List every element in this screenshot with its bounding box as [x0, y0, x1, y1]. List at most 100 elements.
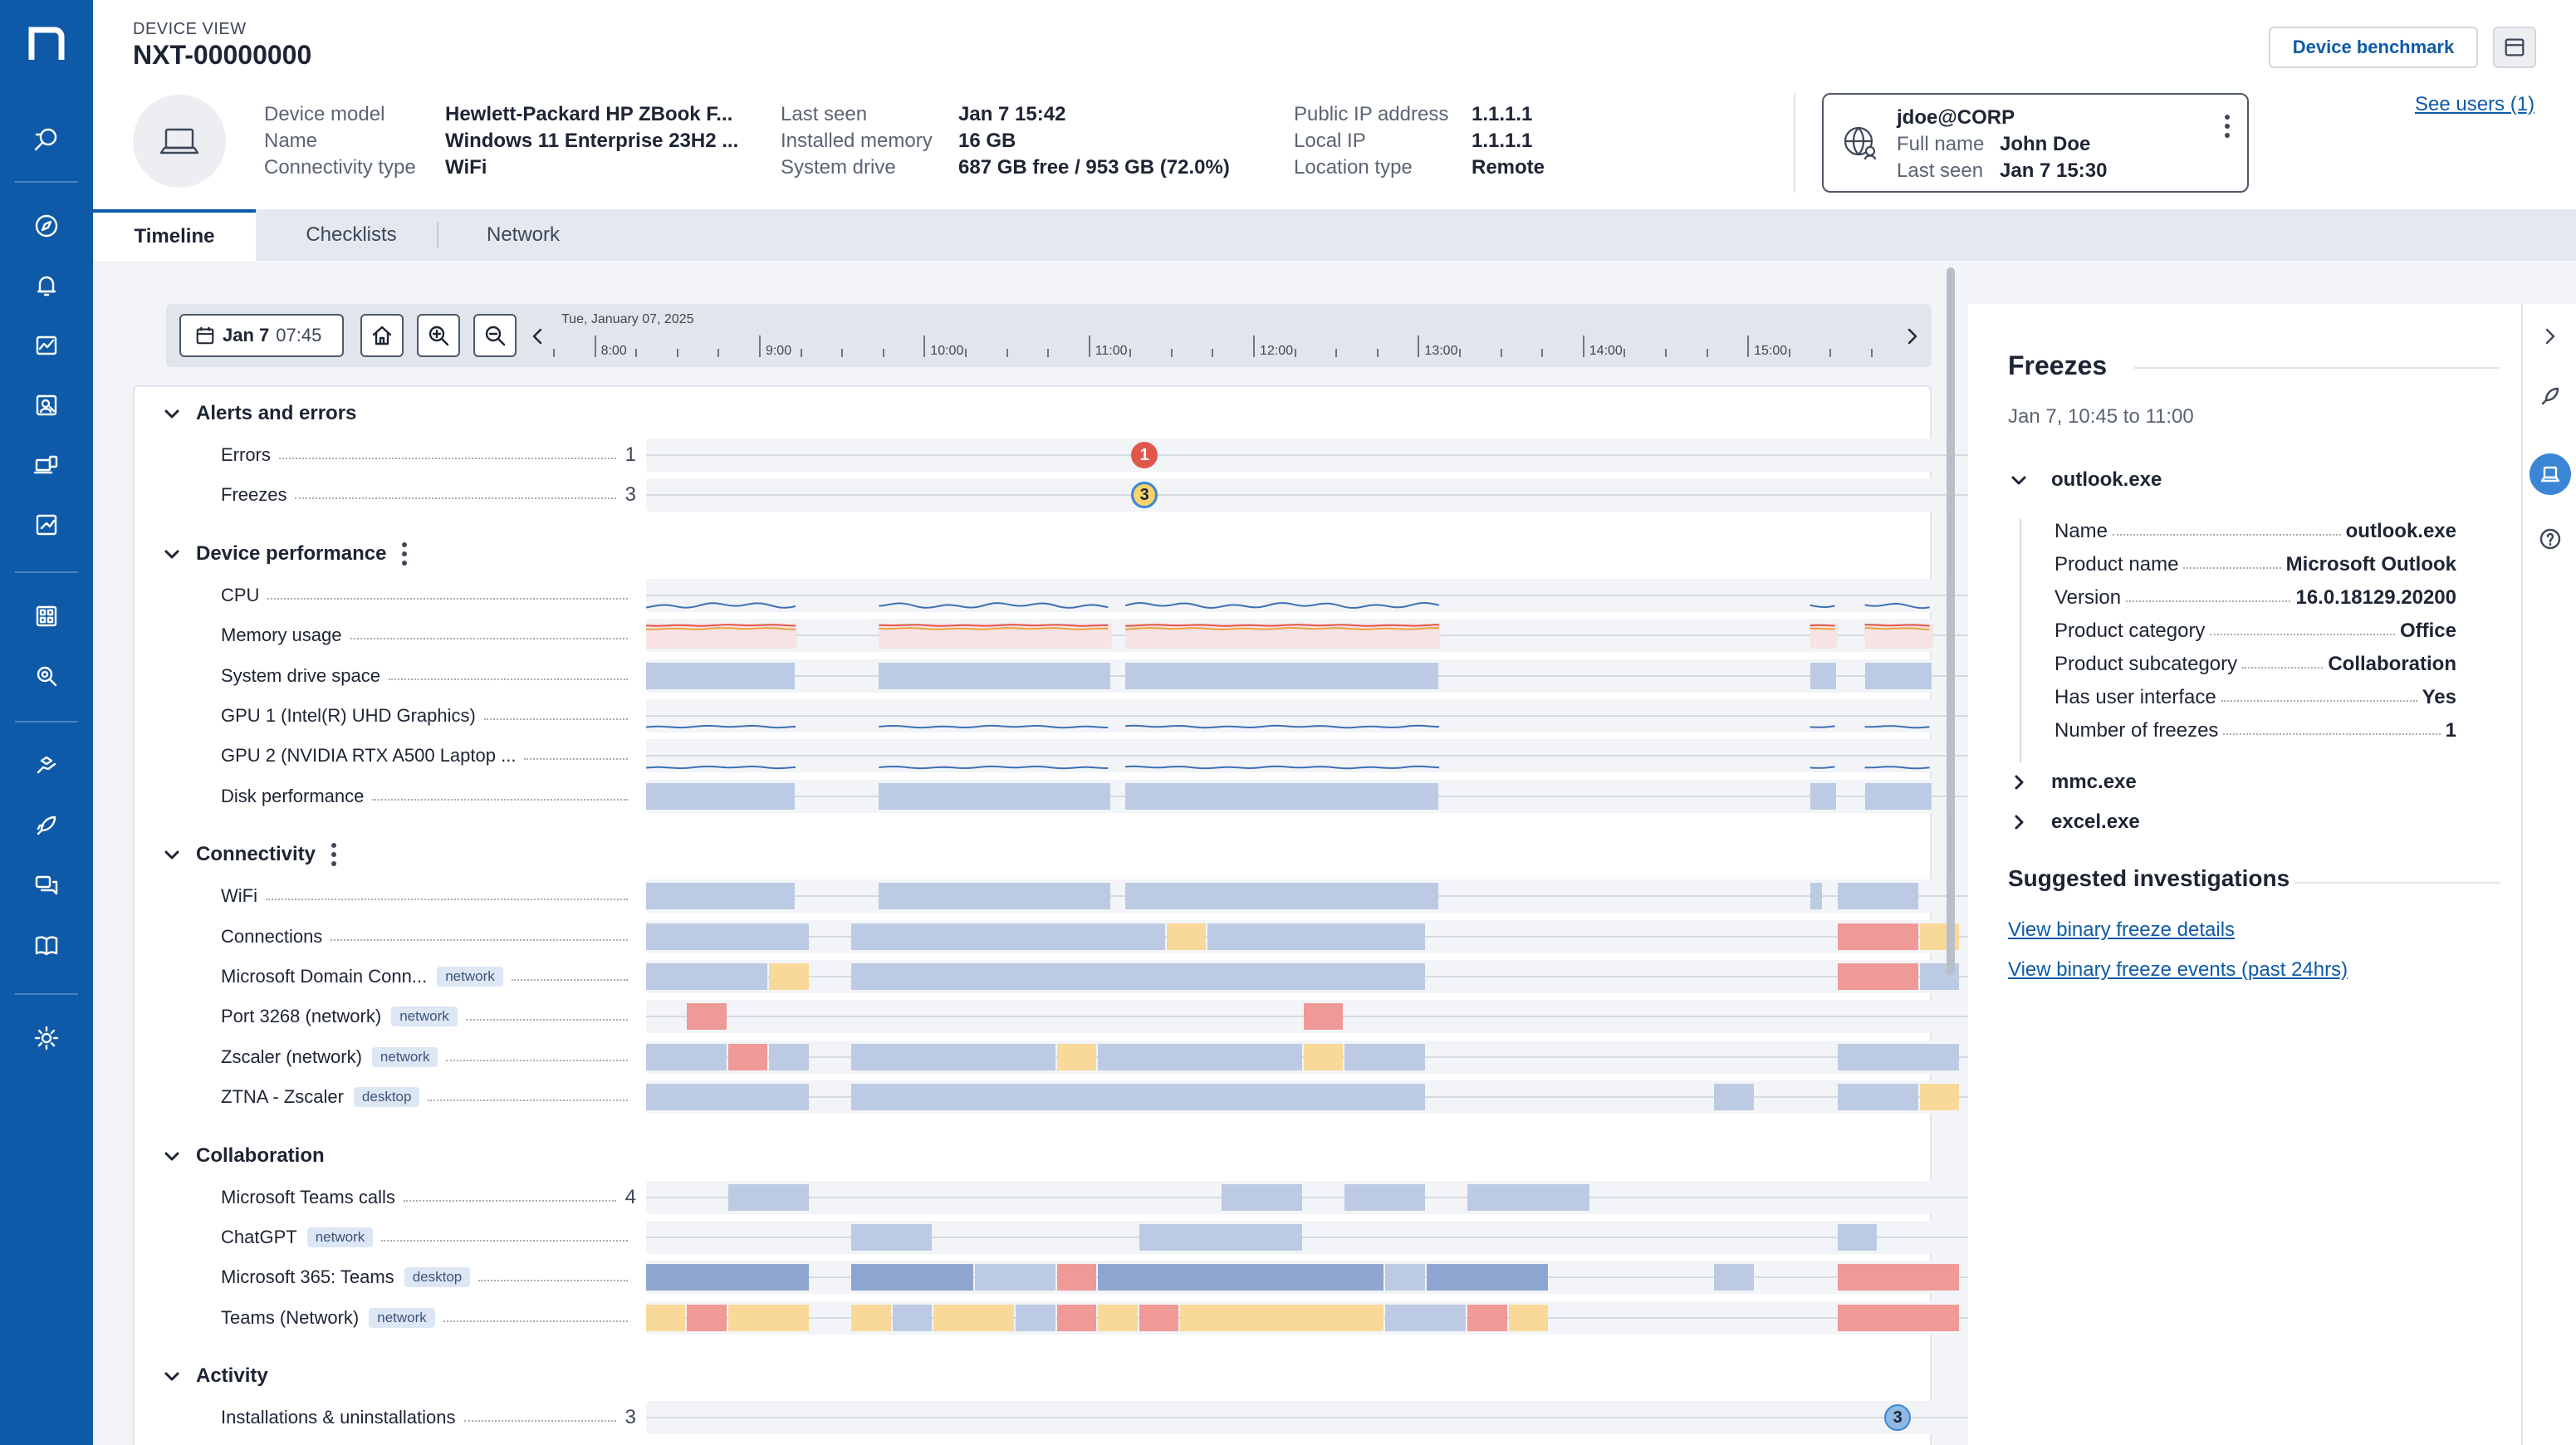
timeline-segment[interactable]: [851, 1224, 933, 1251]
timeline-segment[interactable]: [1810, 782, 1836, 810]
timeline-segment[interactable]: [1714, 1084, 1754, 1111]
timeline-segment[interactable]: [851, 923, 1165, 950]
user-menu-icon[interactable]: [2224, 115, 2231, 138]
freeze-details-link[interactable]: View binary freeze details: [2008, 918, 2236, 941]
chat-icon[interactable]: [28, 867, 65, 904]
gear-icon[interactable]: [28, 1020, 65, 1056]
timeline-next-button[interactable]: [1898, 321, 1927, 352]
timeline-segment[interactable]: [1837, 1264, 1960, 1291]
timeline-segment[interactable]: [1056, 1043, 1097, 1070]
see-users-link[interactable]: See users (1): [2415, 93, 2535, 115]
timeline-track[interactable]: [646, 699, 1988, 732]
date-picker-button[interactable]: Jan 7 07:45: [179, 314, 344, 357]
device-benchmark-button[interactable]: Device benchmark: [2269, 27, 2478, 68]
section-connectivity[interactable]: Connectivity: [163, 843, 337, 867]
process-excel[interactable]: excel.exe: [2010, 811, 2140, 834]
rail-rocket-button[interactable]: [2529, 375, 2571, 417]
timeline-segment[interactable]: [646, 1043, 727, 1070]
timeline-segment[interactable]: [646, 1304, 686, 1331]
freeze-events-link[interactable]: View binary freeze events (past 24hrs): [2008, 958, 2348, 981]
timeline-track[interactable]: [646, 779, 1988, 813]
timeline-track[interactable]: [646, 960, 1988, 993]
timeline-segment[interactable]: [646, 1084, 809, 1111]
timeline-track[interactable]: [646, 1080, 1988, 1114]
bell-icon[interactable]: [28, 267, 65, 304]
timeline-track[interactable]: [646, 578, 1988, 612]
timeline-track[interactable]: [646, 1221, 1988, 1254]
timeline-prev-button[interactable]: [523, 321, 551, 352]
row-label[interactable]: Memory usage: [221, 619, 636, 652]
timeline-segment[interactable]: [1344, 1043, 1425, 1070]
row-label[interactable]: GPU 1 (Intel(R) UHD Graphics): [221, 699, 636, 732]
freeze-marker[interactable]: 3: [1131, 482, 1158, 509]
timeline-segment[interactable]: [1864, 782, 1932, 810]
row-label[interactable]: CPU: [221, 579, 636, 612]
row-label[interactable]: Freezes 3: [221, 478, 636, 512]
timeline-segment[interactable]: [646, 782, 796, 810]
timeline-segment[interactable]: [646, 662, 796, 689]
timeline-segment[interactable]: [1837, 1084, 1918, 1111]
devices-icon[interactable]: [28, 447, 65, 483]
row-label[interactable]: Teams (Network) network: [221, 1301, 636, 1335]
timeline-segment[interactable]: [1098, 1043, 1302, 1070]
timeline-segment[interactable]: [1056, 1264, 1097, 1291]
timeline-track[interactable]: [646, 659, 1988, 693]
timeline-track[interactable]: [646, 879, 1988, 914]
compass-icon[interactable]: [28, 208, 65, 244]
home-button[interactable]: [360, 314, 404, 357]
process-outlook[interactable]: outlook.exe: [2010, 468, 2162, 492]
timeline-segment[interactable]: [727, 1183, 809, 1211]
timeline-segment[interactable]: [1837, 1224, 1878, 1251]
timeline-segment[interactable]: [879, 662, 1110, 689]
timeline-segment[interactable]: [933, 1304, 1015, 1331]
apps-grid-icon[interactable]: [28, 598, 65, 634]
row-label[interactable]: Port 3268 (network) network: [221, 1000, 636, 1033]
tab-network[interactable]: Network: [486, 223, 561, 246]
timeline-segment[interactable]: [727, 1043, 768, 1070]
timeline-segment[interactable]: [1207, 923, 1425, 950]
timeline-track[interactable]: [646, 1300, 1988, 1335]
timeline-segment[interactable]: [769, 963, 809, 990]
row-label[interactable]: Connections: [221, 920, 636, 953]
rocket-icon[interactable]: [28, 807, 65, 844]
timeline-segment[interactable]: [1221, 1183, 1302, 1211]
row-label[interactable]: Microsoft 365: Teams desktop: [221, 1261, 636, 1294]
timeline-segment[interactable]: [1166, 923, 1207, 950]
section-alerts-and-errors[interactable]: Alerts and errors: [163, 402, 356, 425]
timeline-segment[interactable]: [1714, 1264, 1754, 1291]
section-menu-icon[interactable]: [401, 541, 408, 566]
timeline-track[interactable]: [646, 919, 1988, 953]
timeline-segment[interactable]: [851, 963, 1425, 990]
timeline-segment[interactable]: [646, 883, 796, 910]
timeline-track[interactable]: [646, 1040, 1988, 1074]
timeline-segment[interactable]: [879, 782, 1110, 810]
tab-timeline[interactable]: Timeline: [93, 209, 256, 261]
tab-checklists[interactable]: Checklists: [306, 223, 397, 246]
zoom-in-button[interactable]: [417, 314, 460, 357]
row-label[interactable]: Microsoft Domain Conn... network: [221, 960, 636, 993]
timeline-segment[interactable]: [1837, 1043, 1960, 1070]
timeline-segment[interactable]: [1864, 662, 1932, 689]
timeline-segment[interactable]: [1837, 923, 1918, 950]
layout-toggle-button[interactable]: [2493, 27, 2536, 68]
timeline-segment[interactable]: [974, 1264, 1055, 1291]
row-label[interactable]: ZTNA - Zscaler desktop: [221, 1080, 636, 1114]
timeline-track[interactable]: [646, 1000, 1988, 1034]
timeline-track[interactable]: [646, 619, 1988, 653]
row-label[interactable]: Microsoft Teams calls 4: [221, 1181, 636, 1214]
timeline-segment[interactable]: [1467, 1304, 1507, 1331]
timeline-segment[interactable]: [1385, 1264, 1425, 1291]
row-label[interactable]: Installations & uninstallations 3: [221, 1401, 636, 1434]
timeline-segment[interactable]: [851, 1264, 973, 1291]
row-label[interactable]: Disk performance: [221, 780, 636, 813]
tablet-icon[interactable]: [28, 507, 65, 543]
time-ruler[interactable]: Tue, January 07, 2025 8:00 9:00 10:00 11:00…: [553, 307, 1898, 364]
timeline-segment[interactable]: [851, 1043, 1055, 1070]
timeline-segment[interactable]: [646, 963, 768, 990]
timeline-segment[interactable]: [1385, 1304, 1467, 1331]
process-mmc[interactable]: mmc.exe: [2010, 771, 2137, 794]
timeline-segment[interactable]: [1098, 1304, 1138, 1331]
timeline-segment[interactable]: [1180, 1304, 1384, 1331]
timeline-segment[interactable]: [1125, 883, 1439, 910]
installation-marker[interactable]: 3: [1884, 1404, 1912, 1432]
